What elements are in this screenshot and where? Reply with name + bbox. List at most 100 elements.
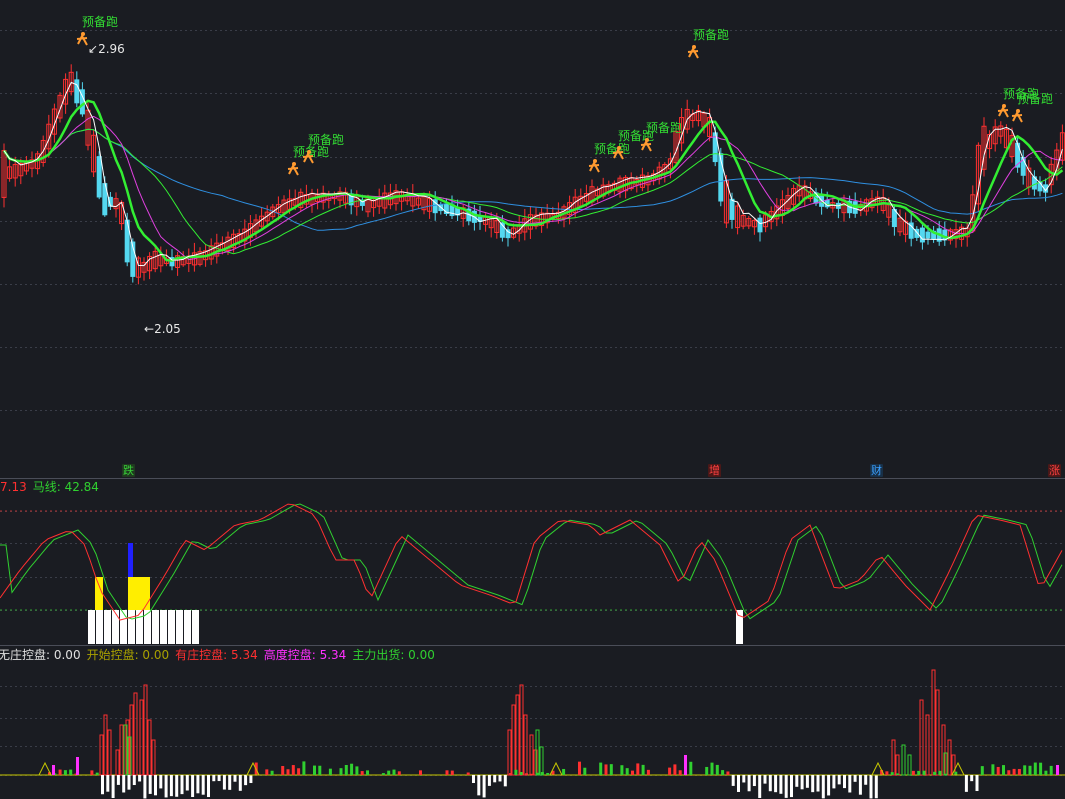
control-bar — [445, 770, 449, 775]
control-white-bar — [244, 775, 248, 786]
runner-icon — [612, 147, 624, 160]
control-white-bar — [843, 775, 846, 789]
candle-up — [992, 126, 998, 145]
control-bar — [562, 768, 566, 775]
high-price-label: ↙2.96 — [88, 42, 125, 56]
kd-white-bar — [128, 610, 135, 644]
kd-white-bar — [96, 610, 103, 644]
control-bar — [604, 764, 608, 775]
candle-down — [914, 228, 920, 238]
control-red-spike — [119, 724, 124, 776]
control-bar — [387, 770, 391, 775]
kd-yellow-bar — [95, 577, 103, 610]
control-white-bar — [191, 775, 195, 798]
event-marker-cai[interactable]: 财 — [870, 464, 883, 477]
kd-white-bar — [192, 610, 199, 644]
ma-thin-green-line — [3, 128, 1063, 255]
candle-down — [729, 198, 735, 220]
runner-icon-head — [1002, 104, 1006, 108]
event-marker-zeng[interactable]: 增 — [708, 464, 721, 477]
candle-up — [275, 204, 281, 214]
signal-label: 预备跑 — [1017, 92, 1053, 106]
candle-down — [96, 156, 102, 198]
candle-up — [225, 236, 231, 251]
candle-down — [443, 203, 449, 215]
control-bar — [578, 761, 581, 775]
control-white-bar — [233, 775, 237, 782]
candle-up — [51, 108, 57, 135]
control-white-bar — [185, 775, 189, 791]
control-bar — [890, 772, 894, 775]
control-white-bar — [159, 775, 163, 789]
signal-label: 预备跑 — [646, 121, 682, 135]
candle-down — [432, 199, 438, 214]
candle-up — [12, 163, 18, 179]
control-white-bar — [795, 775, 799, 787]
control-white-bar — [201, 775, 205, 795]
control-panel[interactable] — [0, 669, 1065, 799]
runner-icon — [76, 33, 88, 46]
control-white-bar — [238, 775, 242, 791]
runner-icon — [287, 163, 299, 176]
control-bar — [689, 761, 693, 775]
control-white-bar — [752, 775, 756, 787]
kd-blue-bar — [128, 543, 133, 577]
candle-up — [947, 229, 953, 241]
event-marker-die[interactable]: 跌 — [122, 464, 135, 477]
control-bar — [328, 768, 332, 775]
control-white-bar — [212, 775, 216, 782]
kd-panel[interactable] — [0, 503, 1063, 644]
control-bar — [95, 772, 99, 775]
control-bar — [609, 764, 613, 775]
control-magenta-bar — [76, 757, 79, 775]
control-bar — [980, 766, 984, 775]
control-white-bar — [832, 775, 836, 789]
control-white-bar — [180, 775, 184, 795]
control-bar — [646, 769, 650, 775]
control-white-bar — [111, 775, 115, 798]
signal-label: 预备跑 — [693, 28, 729, 42]
signal-label: 预备跑 — [308, 133, 344, 147]
control-white-bar — [503, 775, 507, 787]
control-white-bar — [816, 775, 820, 792]
candle-up — [85, 109, 91, 146]
signal-label: 预备跑 — [82, 15, 118, 29]
candle-up — [91, 134, 97, 173]
kd-white-bar — [136, 610, 143, 644]
candle-up — [18, 162, 24, 177]
runner-icon-head — [292, 162, 296, 166]
candle-up — [46, 123, 52, 150]
candle-up — [298, 191, 304, 209]
event-marker-zhang[interactable]: 涨 — [1048, 464, 1061, 477]
signal-label: 预备跑 — [594, 142, 630, 156]
control-bar — [1028, 765, 1032, 775]
candle-up — [572, 196, 578, 214]
control-bar — [90, 770, 94, 775]
control-bar — [896, 773, 899, 775]
control-triangle-marker — [38, 761, 52, 776]
candle-down — [908, 222, 914, 239]
control-bar — [991, 764, 995, 775]
control-white-bar — [737, 775, 740, 792]
candle-up — [427, 197, 433, 212]
candle-up — [684, 108, 690, 130]
control-white-bar — [869, 775, 873, 799]
control-white-bar — [864, 775, 868, 785]
control-bar — [583, 767, 587, 775]
control-bar — [63, 770, 67, 775]
control-bar — [419, 770, 422, 775]
control-red-spike — [947, 739, 952, 776]
control-red-spike — [107, 729, 112, 776]
candle-down — [925, 231, 931, 239]
control-bar — [48, 772, 51, 775]
control-bar — [922, 770, 926, 775]
kd-legend-value: 7.13 — [0, 480, 27, 494]
candle-up — [903, 220, 909, 235]
control-bar — [943, 773, 947, 775]
ma-magenta-line — [3, 115, 1063, 261]
kd-white-bar — [152, 610, 159, 644]
legend-has-control: 有庄控盘: 5.34 — [175, 648, 258, 662]
control-white-bar — [742, 775, 746, 783]
control-white-bar — [747, 775, 751, 792]
